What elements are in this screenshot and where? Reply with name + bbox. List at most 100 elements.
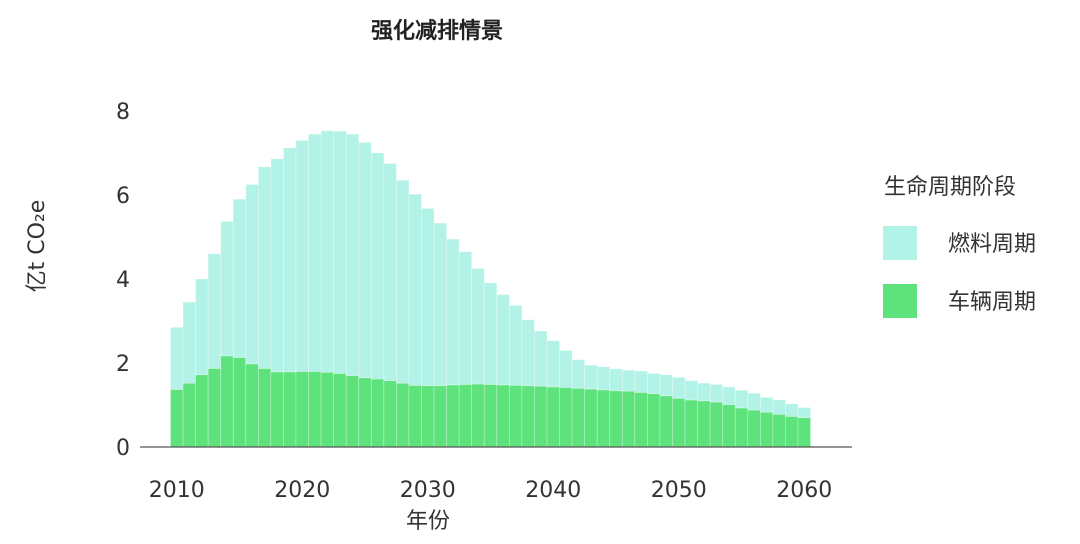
- x-tick-label: 2060: [776, 478, 832, 503]
- bar-fuel-cycle: [471, 268, 485, 385]
- legend-swatch: [883, 284, 917, 318]
- bar-vehicle-cycle: [621, 390, 636, 448]
- bar-fuel-cycle: [320, 130, 335, 373]
- bar-vehicle-cycle: [182, 382, 197, 448]
- x-tick-label: 2010: [149, 478, 205, 503]
- bar-fuel-cycle: [295, 139, 309, 372]
- bar-vehicle-cycle: [370, 378, 385, 448]
- bar-fuel-cycle: [270, 158, 284, 373]
- legend-label: 车辆周期: [948, 290, 1036, 315]
- bar-fuel-cycle: [697, 382, 711, 402]
- bar-fuel-cycle: [283, 147, 297, 373]
- bar-vehicle-cycle: [383, 380, 397, 448]
- bar-fuel-cycle: [584, 364, 598, 390]
- bar-fuel-cycle: [408, 193, 422, 386]
- bar-fuel-cycle: [433, 222, 447, 387]
- bar-vehicle-cycle: [722, 404, 736, 448]
- y-axis-title: 亿t CO₂e: [25, 200, 50, 293]
- bar-fuel-cycle: [358, 142, 372, 379]
- bar-fuel-cycle: [722, 386, 736, 405]
- bar-vehicle-cycle: [659, 395, 673, 448]
- bar-vehicle-cycle: [647, 393, 661, 448]
- x-tick-label: 2030: [400, 478, 456, 503]
- bar-vehicle-cycle: [283, 371, 297, 448]
- bar-vehicle-cycle: [546, 386, 560, 448]
- x-tick-label: 2040: [525, 478, 581, 503]
- bar-fuel-cycle: [421, 208, 435, 387]
- bar-vehicle-cycle: [609, 390, 623, 448]
- bar-vehicle-cycle: [270, 371, 284, 448]
- bar-vehicle-cycle: [345, 375, 360, 448]
- bar-vehicle-cycle: [395, 382, 410, 448]
- bar-vehicle-cycle: [571, 387, 586, 448]
- bar-fuel-cycle: [446, 238, 460, 386]
- bar-fuel-cycle: [383, 163, 397, 382]
- bar-fuel-cycle: [534, 330, 548, 387]
- x-axis-title: 年份: [406, 509, 450, 534]
- y-tick-label: 2: [116, 352, 130, 377]
- bar-fuel-cycle: [370, 152, 385, 380]
- bar-fuel-cycle: [458, 251, 473, 385]
- bar-fuel-cycle: [546, 340, 560, 388]
- bar-fuel-cycle: [571, 359, 586, 389]
- bar-vehicle-cycle: [697, 400, 711, 448]
- bar-fuel-cycle: [659, 374, 673, 397]
- bar-vehicle-cycle: [634, 391, 648, 448]
- legend-title: 生命周期阶段: [884, 175, 1016, 200]
- y-tick-label: 6: [116, 184, 130, 209]
- x-tick-label: 2020: [274, 478, 330, 503]
- bar-vehicle-cycle: [483, 384, 498, 448]
- bar-fuel-cycle: [634, 370, 648, 393]
- bars: [170, 130, 811, 448]
- bar-vehicle-cycle: [534, 385, 548, 448]
- bar-fuel-cycle: [195, 278, 209, 376]
- bar-vehicle-cycle: [257, 368, 272, 448]
- bar-fuel-cycle: [734, 389, 749, 409]
- bar-fuel-cycle: [747, 392, 761, 411]
- y-tick-label: 0: [116, 436, 130, 461]
- bar-fuel-cycle: [333, 130, 347, 374]
- x-tick-label: 2050: [651, 478, 707, 503]
- bar-vehicle-cycle: [521, 385, 535, 448]
- bar-vehicle-cycle: [596, 389, 611, 448]
- bar-vehicle-cycle: [358, 377, 372, 448]
- bar-fuel-cycle: [220, 221, 234, 357]
- bar-vehicle-cycle: [797, 417, 811, 448]
- bar-fuel-cycle: [684, 380, 698, 401]
- chart-title: 强化减排情景: [371, 18, 503, 44]
- bar-fuel-cycle: [207, 253, 222, 369]
- bar-vehicle-cycle: [308, 370, 322, 448]
- bar-vehicle-cycle: [295, 370, 309, 448]
- legend-label: 燃料周期: [948, 232, 1036, 257]
- bar-fuel-cycle: [621, 369, 636, 392]
- bar-fuel-cycle: [182, 301, 197, 384]
- bar-vehicle-cycle: [245, 363, 259, 448]
- bar-fuel-cycle: [245, 184, 259, 365]
- y-tick-label: 4: [116, 268, 130, 293]
- bar-fuel-cycle: [257, 166, 272, 369]
- bar-fuel-cycle: [772, 399, 786, 415]
- bar-fuel-cycle: [232, 198, 247, 358]
- bar-fuel-cycle: [308, 133, 322, 372]
- bar-fuel-cycle: [395, 179, 410, 384]
- bar-vehicle-cycle: [747, 409, 761, 448]
- bar-fuel-cycle: [596, 366, 611, 391]
- bar-fuel-cycle: [785, 403, 799, 417]
- bar-vehicle-cycle: [333, 373, 347, 448]
- bar-vehicle-cycle: [458, 384, 473, 448]
- bar-fuel-cycle: [609, 368, 623, 392]
- bar-vehicle-cycle: [508, 384, 523, 448]
- bar-vehicle-cycle: [772, 413, 786, 448]
- bar-vehicle-cycle: [446, 384, 460, 448]
- bar-vehicle-cycle: [559, 386, 573, 448]
- bar-vehicle-cycle: [584, 388, 598, 448]
- bar-fuel-cycle: [759, 397, 774, 413]
- bar-vehicle-cycle: [433, 385, 447, 448]
- bar-vehicle-cycle: [408, 384, 422, 448]
- bar-vehicle-cycle: [672, 397, 686, 448]
- y-axis: 0 2 4 6 8: [116, 100, 130, 461]
- bar-vehicle-cycle: [421, 385, 435, 448]
- bar-fuel-cycle: [559, 349, 573, 388]
